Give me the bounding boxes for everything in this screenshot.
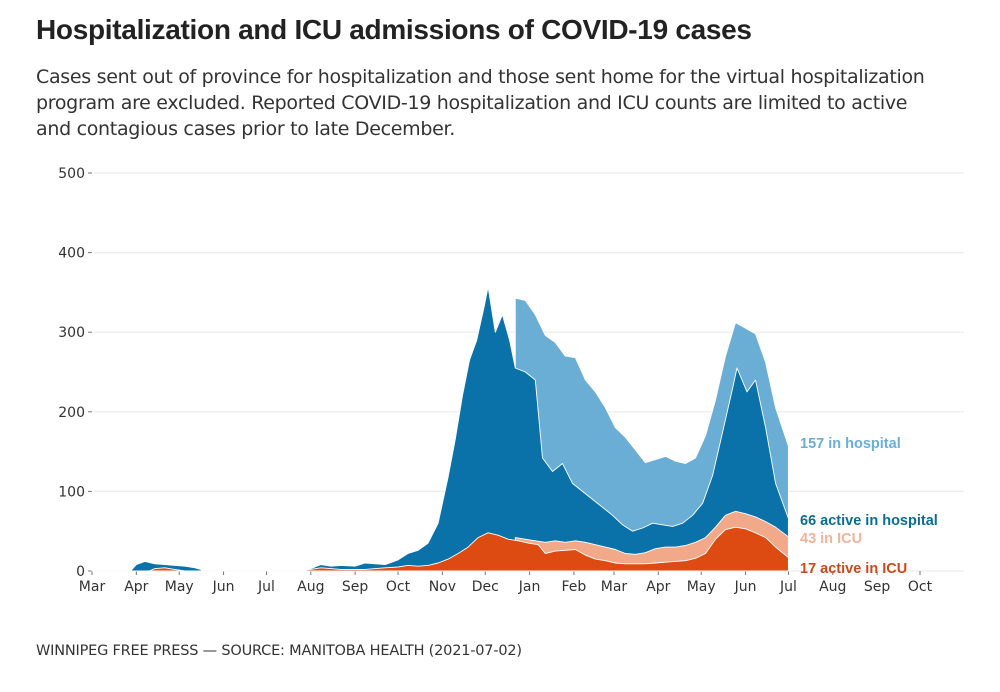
x-tick-label: Oct [386, 579, 411, 595]
x-tick-label: Jul [779, 579, 797, 595]
x-tick-label: Mar [79, 579, 106, 595]
x-tick-label: Jan [518, 579, 541, 595]
x-tick-label: Jun [212, 579, 235, 595]
y-tick-label: 0 [76, 564, 85, 580]
y-tick-label: 200 [58, 405, 85, 421]
end-labels: 157 in hospital 66 active in hospital 43 i… [800, 436, 938, 577]
source-credit: WINNIPEG FREE PRESS — SOURCE: MANITOBA H… [36, 643, 522, 659]
x-tick-label: Jun [734, 579, 757, 595]
series-areas [91, 286, 789, 572]
x-tick-label: Aug [819, 579, 846, 595]
y-tick-label: 300 [58, 325, 85, 341]
x-tick-label: Sep [342, 579, 369, 595]
end-label-in-hospital: 157 in hospital [800, 436, 901, 452]
x-axis: Mar Apr May Jun Jul Aug Sep Oct Nov Dec Jan Feb Mar A… [79, 571, 933, 595]
x-tick-label: Mar [601, 579, 628, 595]
x-tick-label: Sep [864, 579, 891, 595]
chart-title: Hospitalization and ICU admissions of CO… [36, 14, 752, 45]
chart-subtitle: Cases sent out of province for hospitali… [36, 66, 925, 140]
area-active-in-icu [91, 526, 789, 572]
x-tick-label: May [687, 579, 716, 595]
x-tick-label: May [165, 579, 194, 595]
y-tick-label: 500 [58, 166, 85, 182]
end-label-active-in-icu: 17 active in ICU [800, 561, 907, 577]
x-tick-label: Jul [257, 579, 275, 595]
end-label-in-icu: 43 in ICU [800, 531, 862, 547]
end-label-active-in-hospital: 66 active in hospital [800, 513, 938, 529]
x-tick-label: Dec [472, 579, 499, 595]
area-active-in-hospital [91, 286, 789, 572]
x-tick-label: Aug [297, 579, 324, 595]
x-tick-label: Feb [562, 579, 587, 595]
x-tick-label: Apr [646, 579, 670, 595]
y-tick-label: 100 [58, 484, 85, 500]
y-axis: 0 100 200 300 400 500 [58, 166, 92, 580]
x-tick-label: Apr [124, 579, 148, 595]
x-tick-label: Oct [908, 579, 933, 595]
x-tick-label: Nov [429, 579, 456, 595]
y-tick-label: 400 [58, 246, 85, 262]
